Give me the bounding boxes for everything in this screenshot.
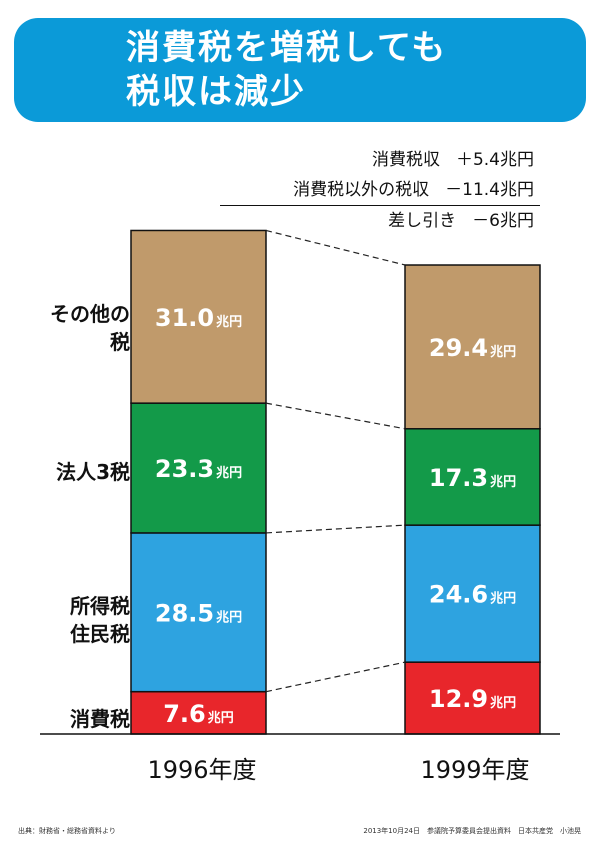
bar-segment-corporate-0	[130, 402, 267, 534]
footer-source: 出典：財務省・総務省資料より	[18, 827, 116, 835]
title-line-1: 消費税を増税しても	[126, 28, 448, 68]
summary-value: －11.4兆円	[445, 180, 534, 200]
footer-credit: 2013年10月24日 参議院予算委員会提出資料 日本共産党 小池晃	[363, 827, 581, 835]
row-label-other: その他の 税	[0, 300, 130, 356]
summary-label: 差し引き	[388, 211, 457, 231]
row-label-consumption-text: 消費税	[70, 707, 130, 731]
row-label-corporate-text: 法人3税	[56, 460, 130, 484]
bar-segment-consumption-1	[404, 661, 541, 735]
year-label-1996: 1996年度	[147, 756, 257, 784]
connector-line-corporate	[265, 402, 406, 430]
title-line-2: 税収は減少	[126, 72, 306, 112]
value-label-consumption-1: 12.9 兆円	[429, 685, 516, 713]
connector-line-other	[265, 229, 406, 266]
bar-segment-other-0	[130, 229, 267, 404]
summary-net-difference: 差し引き －6兆円	[220, 206, 540, 236]
bar-segment-corporate-1	[404, 428, 541, 526]
summary-box: 消費税収 ＋5.4兆円 消費税以外の税収 －11.4兆円 差し引き －6兆円	[220, 145, 540, 236]
value-label-consumption-0: 7.6 兆円	[163, 700, 234, 728]
value-label-other-1: 29.4 兆円	[429, 334, 516, 362]
bar-segment-other-1	[404, 264, 541, 430]
value-label-other-0: 31.0 兆円	[155, 304, 242, 332]
summary-value: －6兆円	[472, 211, 534, 231]
row-label-consumption: 消費税	[0, 705, 130, 733]
summary-consumption-tax-revenue: 消費税収 ＋5.4兆円	[220, 145, 540, 175]
summary-label: 消費税以外の税収	[293, 180, 430, 200]
value-label-income-0: 28.5 兆円	[155, 599, 242, 627]
year-label-1999: 1999年度	[420, 756, 530, 784]
connector-line-income	[265, 524, 406, 534]
summary-value: ＋5.4兆円	[455, 150, 534, 170]
summary-label: 消費税収	[371, 150, 440, 170]
value-label-corporate-0: 23.3 兆円	[155, 455, 242, 483]
connector-line-consumption	[265, 661, 406, 693]
bar-segment-consumption-0	[130, 690, 267, 735]
row-label-other-text: その他の 税	[50, 302, 130, 354]
title-banner: 消費税を増税しても 税収は減少	[14, 18, 586, 122]
value-label-corporate-1: 17.3 兆円	[429, 464, 516, 492]
bar-segment-income-0	[130, 532, 267, 693]
summary-other-tax-revenue: 消費税以外の税収 －11.4兆円	[220, 175, 540, 206]
value-label-income-1: 24.6 兆円	[429, 581, 516, 609]
row-label-income-text: 所得税 住民税	[70, 594, 130, 646]
row-label-income: 所得税 住民税	[0, 592, 130, 648]
row-label-corporate: 法人3税	[0, 458, 130, 486]
